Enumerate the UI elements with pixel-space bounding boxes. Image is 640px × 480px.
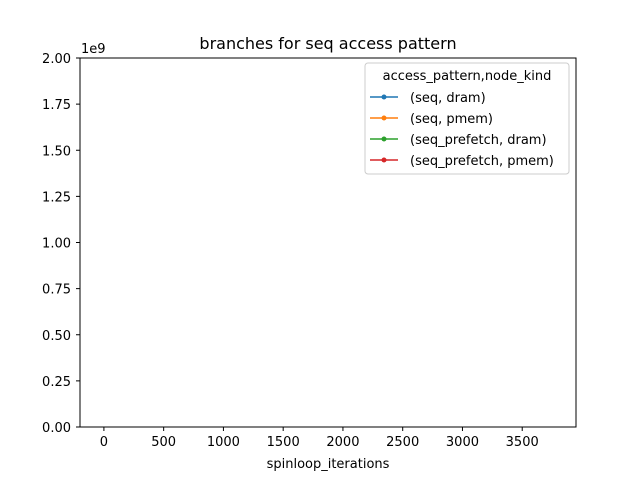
legend-marker: [381, 157, 387, 163]
x-axis-ticks: 0 500 1000 1500 2000 2500 3000 3500: [100, 427, 539, 450]
legend-frame: [364, 62, 570, 175]
y-tick-label: 1.00: [42, 237, 71, 252]
legend-entry: (seq, dram): [370, 91, 486, 106]
x-tick-label: 1500: [267, 435, 300, 450]
x-tick-label: 500: [151, 435, 176, 450]
y-tick-label: 1.50: [42, 144, 71, 159]
legend-marker: [381, 115, 387, 121]
legend-marker: [381, 94, 387, 100]
legend-entry-label: (seq_prefetch, pmem): [410, 154, 554, 169]
y-offset-label: 1e9: [81, 42, 106, 57]
x-axis-label: spinloop_iterations: [267, 457, 390, 472]
legend-entry-label: (seq_prefetch, dram): [410, 133, 547, 148]
x-tick-label: 3500: [506, 435, 539, 450]
legend-entry-label: (seq, dram): [410, 91, 486, 106]
y-tick-label: 0.00: [42, 421, 71, 436]
legend-entry: (seq, pmem): [370, 112, 493, 127]
chart-title: branches for seq access pattern: [199, 34, 456, 53]
legend-entry: (seq_prefetch, dram): [370, 133, 547, 148]
y-tick-label: 0.50: [42, 329, 71, 344]
legend: access_pattern,node_kind (seq, dram) (seq…: [364, 62, 570, 175]
legend-marker: [381, 136, 387, 142]
x-tick-label: 3000: [446, 435, 479, 450]
y-tick-label: 1.25: [42, 190, 71, 205]
y-axis-ticks: 0.00 0.25 0.50 0.75 1.00 1.25 1.50 1.75 2.00: [42, 52, 80, 436]
y-tick-label: 2.00: [42, 52, 71, 67]
y-tick-label: 1.75: [42, 98, 71, 113]
y-tick-label: 0.75: [42, 283, 71, 298]
x-tick-label: 0: [100, 435, 108, 450]
y-tick-label: 0.25: [42, 375, 71, 390]
legend-entry-label: (seq, pmem): [410, 112, 493, 127]
legend-entry: (seq_prefetch, pmem): [370, 154, 554, 169]
x-tick-label: 2000: [326, 435, 359, 450]
x-tick-label: 1000: [207, 435, 240, 450]
x-tick-label: 2500: [386, 435, 419, 450]
legend-title: access_pattern,node_kind: [383, 69, 552, 84]
